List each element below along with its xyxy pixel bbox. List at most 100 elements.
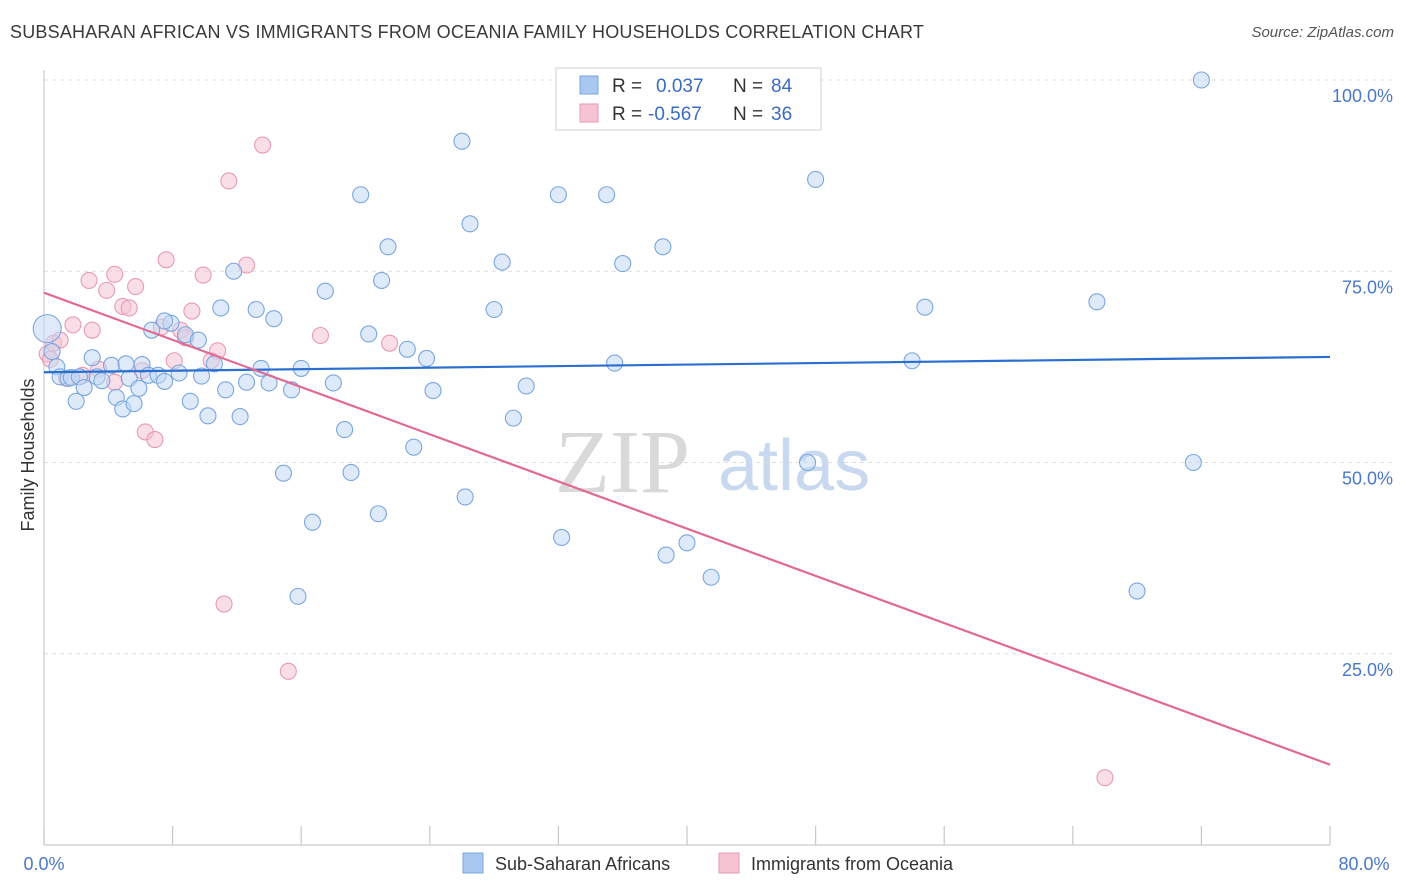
oceania-point: [194, 266, 212, 284]
sub-saharan-point: [192, 367, 211, 385]
oceania-point: [279, 662, 297, 680]
sub-saharan-point: [125, 395, 143, 413]
sub-saharan-point: [493, 253, 511, 271]
oceania-point: [120, 299, 138, 317]
oceania-point: [254, 136, 272, 154]
sub-saharan-point: [807, 170, 825, 188]
oceania-point: [146, 430, 164, 449]
x-tick-label-max: 80.0%: [1338, 854, 1389, 874]
sub-saharan-point: [517, 377, 535, 395]
source-credit: Source: ZipAtlas.com: [1251, 24, 1394, 41]
sub-saharan-point: [373, 271, 391, 289]
sub-saharan-point: [43, 343, 61, 361]
oceania-point: [106, 265, 124, 283]
sub-saharan-point: [614, 255, 632, 273]
sub-saharan-point: [424, 382, 442, 400]
y-axis-title: Family Households: [18, 378, 38, 531]
stats-blue-n-value: 84: [771, 76, 793, 97]
y-tick-labels: 25.0% 50.0% 75.0% 100.0%: [1332, 86, 1393, 680]
oceania-trend-line: [43, 291, 1331, 766]
sub-saharan-point: [352, 186, 370, 204]
sub-saharan-point: [504, 409, 522, 427]
oceania-point: [64, 316, 82, 334]
sub-saharan-point: [1184, 453, 1202, 472]
sub-saharan-point: [156, 372, 174, 390]
stats-pink-r-value: -0.567: [648, 104, 702, 125]
trend-lines: [43, 291, 1331, 766]
legend-pink-swatch: [718, 852, 740, 874]
legend-blue-label: Sub-Saharan Africans: [495, 854, 670, 874]
sub-saharan-point: [1088, 293, 1106, 311]
sub-saharan-point: [156, 312, 174, 330]
sub-saharan-point: [117, 355, 135, 373]
stats-blue-r-value: 0.037: [656, 76, 704, 97]
stats-box: R = 0.037 N = 84 R = -0.567 N = 36: [555, 67, 822, 131]
sub-saharan-point: [360, 325, 378, 343]
stats-blue-r-label: R =: [612, 76, 642, 97]
oceania-point: [311, 326, 330, 345]
sub-saharan-point: [181, 392, 199, 410]
oceania-point: [157, 251, 175, 269]
sub-saharan-point: [170, 364, 188, 382]
sub-saharan-point: [303, 513, 322, 531]
sub-saharan-point: [93, 372, 111, 390]
sub-saharan-point: [336, 421, 354, 439]
sub-saharan-point: [189, 331, 207, 349]
sub-saharan-point: [324, 374, 342, 392]
sub-saharan-point: [225, 262, 243, 280]
sub-saharan-point: [553, 528, 571, 547]
sub-saharan-point: [342, 463, 360, 481]
x-ticks: [43, 826, 1331, 845]
sub-saharan-point: [456, 488, 474, 506]
stats-box-frame: [555, 67, 822, 131]
sub-saharan-point: [217, 381, 235, 399]
oceania-point: [127, 277, 145, 296]
legend: Sub-Saharan Africans Immigrants from Oce…: [462, 852, 954, 874]
sub-saharan-point: [485, 300, 503, 319]
sub-saharan-point: [598, 186, 616, 204]
sub-saharan-point: [418, 349, 436, 368]
sub-saharan-point: [606, 354, 624, 372]
legend-pink-label: Immigrants from Oceania: [751, 854, 954, 874]
chart-title: SUBSAHARAN AFRICAN VS IMMIGRANTS FROM OC…: [10, 22, 925, 42]
stats-pink-swatch: [579, 103, 599, 123]
sub-saharan-point: [379, 238, 397, 256]
sub-saharan-trend-line: [43, 355, 1331, 374]
stats-blue-n-label: N =: [733, 76, 763, 97]
sub-saharan-point: [67, 392, 85, 410]
sub-saharan-point: [453, 132, 471, 150]
sub-saharan-point: [702, 568, 720, 586]
sub-saharan-point: [654, 238, 672, 256]
oceania-point: [220, 172, 238, 190]
sub-saharan-point: [799, 453, 817, 472]
sub-saharan-point: [549, 186, 567, 204]
sub-saharan-point: [678, 534, 696, 552]
sub-saharan-point: [369, 505, 387, 523]
stats-pink-r-label: R =: [612, 104, 642, 125]
sub-saharan-point: [212, 299, 230, 317]
sub-saharan-point: [231, 408, 249, 426]
oceania-point: [381, 334, 399, 352]
stats-pink-n-value: 36: [771, 104, 792, 125]
watermark: ZIP atlas: [555, 413, 870, 512]
sub-saharan-point: [83, 349, 101, 367]
sub-saharan-point: [75, 378, 93, 397]
y-tick-label: 100.0%: [1332, 86, 1393, 106]
oceania-point: [83, 321, 101, 339]
sub-saharan-point: [247, 300, 265, 319]
sub-saharan-point: [1128, 582, 1146, 600]
sub-saharan-point: [32, 314, 62, 344]
sub-saharan-point: [461, 215, 479, 233]
series-sub-saharan-africans: [32, 71, 1210, 605]
sub-saharan-point: [405, 438, 423, 456]
sub-saharan-point: [657, 546, 675, 564]
y-tick-label: 75.0%: [1342, 277, 1393, 297]
sub-saharan-point: [1192, 71, 1210, 89]
y-tick-label: 50.0%: [1342, 469, 1393, 489]
x-tick-label-min: 0.0%: [23, 854, 64, 874]
sub-saharan-point: [237, 373, 256, 391]
sub-saharan-point: [199, 407, 217, 425]
sub-saharan-point: [274, 464, 293, 482]
sub-saharan-point: [398, 340, 416, 358]
